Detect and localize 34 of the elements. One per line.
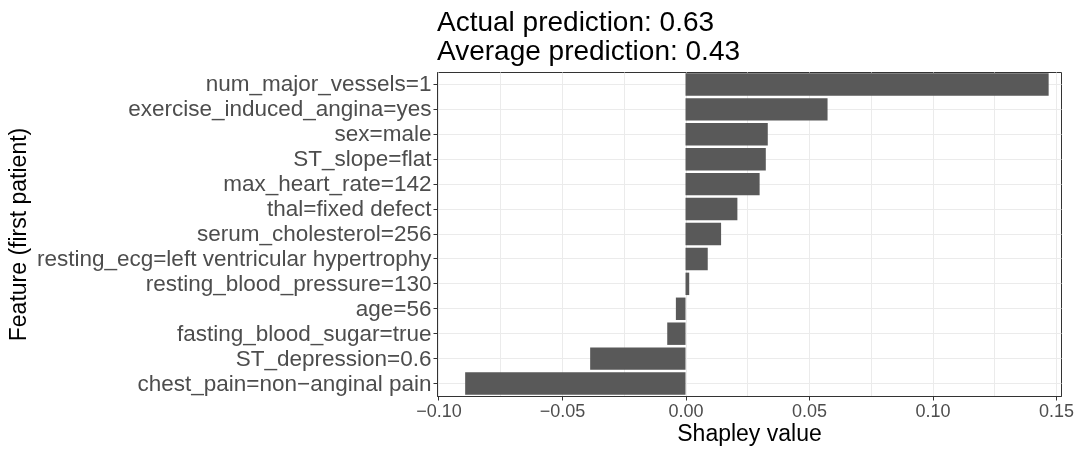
y-tick-label: num_major_vessels=1 [205,71,432,97]
bar [685,73,1049,96]
y-tick-label: resting_ecg=left ventricular hypertrophy [36,245,433,271]
x-axis-title: Shapley value [677,419,822,446]
x-tick-label: 0.05 [792,400,828,421]
y-tick-label: chest_pain=non−anginal pain [137,370,432,396]
y-tick-label: age=56 [355,295,432,321]
bar [465,372,686,395]
bar [685,172,760,196]
y-tick-label: serum_cholesterol=256 [196,221,432,246]
x-tick-label: −0.10 [416,400,462,421]
bar [667,322,686,345]
bar [685,197,738,221]
y-tick-label: thal=fixed defect [267,196,433,222]
bar [685,222,722,246]
y-tick-label: ST_depression=0.6 [235,345,432,371]
y-tick-label: fasting_blood_sugar=true [176,320,432,346]
x-tick-label: 0.15 [1039,400,1075,421]
x-tick-label: 0.10 [915,400,951,421]
y-tick-label: exercise_induced_angina=yes [128,96,432,122]
x-tick-label: −0.05 [539,400,586,421]
bar [685,247,708,271]
y-tick-label: max_heart_rate=142 [223,171,432,197]
bar [685,148,766,171]
y-tick-label: sex=male [334,121,432,147]
bar [685,98,828,121]
y-tick-label: ST_slope=flat [293,146,433,172]
bar [675,297,686,320]
bar [685,123,768,146]
bar [590,347,686,370]
y-tick-label: resting_blood_pressure=130 [145,270,432,296]
x-tick-label: 0.00 [668,400,704,421]
y-axis-title: Feature (first patient) [4,127,31,342]
chart-title: Actual prediction: 0.63 Average prediction: 0.43 [437,6,741,66]
